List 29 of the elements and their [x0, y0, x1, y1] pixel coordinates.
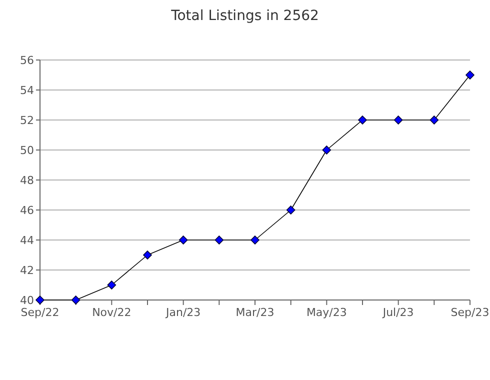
y-tick-label: 46 [20, 204, 34, 217]
y-tick-label: 44 [20, 234, 34, 247]
x-tick-label: Jan/23 [164, 306, 201, 319]
point [178, 236, 188, 244]
point [322, 146, 332, 154]
point [358, 116, 367, 124]
x-tick-label: Mar/23 [236, 306, 274, 319]
point [394, 116, 403, 124]
y-tick-label: 54 [20, 84, 34, 97]
chart-title: Total Listings in 2562 [170, 8, 319, 24]
x-tick-label: Jul/23 [382, 306, 414, 319]
y-tick-label: 50 [20, 144, 34, 157]
point [286, 206, 296, 214]
y-tick-label: 40 [20, 294, 34, 307]
point [143, 250, 152, 260]
x-tick-label: Nov/22 [92, 306, 132, 319]
point [250, 236, 260, 244]
point [214, 236, 224, 244]
x-tick-label: Sep/22 [20, 306, 60, 319]
point [466, 70, 474, 80]
y-tick-label: 42 [20, 264, 34, 277]
x-tick-label: Sep/23 [450, 306, 490, 319]
point [71, 296, 80, 304]
point [107, 280, 116, 290]
x-tick-label: May/23 [306, 306, 347, 319]
y-tick-label: 56 [20, 54, 34, 67]
y-tick-label: 48 [20, 174, 34, 187]
y-tick-label: 52 [20, 114, 34, 127]
point [430, 116, 439, 124]
